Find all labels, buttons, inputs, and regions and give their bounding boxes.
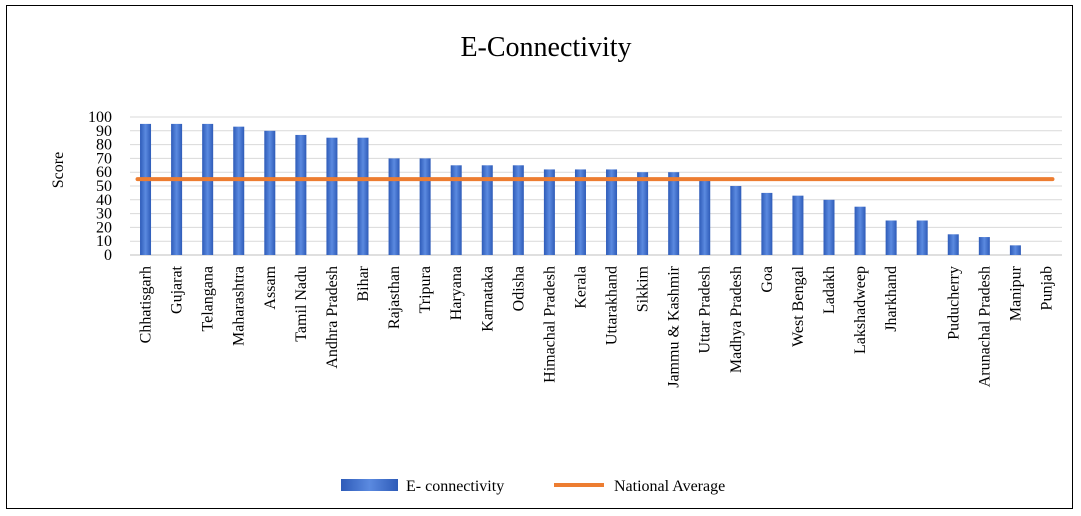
chart-frame: [6, 5, 1073, 509]
bar: [450, 165, 462, 255]
bar: [947, 234, 959, 255]
bar: [854, 206, 866, 255]
bar: [668, 172, 680, 255]
bar: [823, 199, 835, 255]
bar: [202, 123, 214, 256]
x-tick-label: Karnataka: [479, 266, 496, 332]
x-tick-label: Madhya Pradesh: [728, 266, 745, 373]
bar: [357, 137, 369, 255]
bar: [512, 165, 524, 255]
x-tick-label: Sikkim: [635, 265, 652, 312]
x-tick-label: Himachal Pradesh: [541, 266, 558, 383]
x-tick-label: West Bengal: [790, 265, 807, 346]
y-tick-label: 10: [96, 233, 112, 250]
x-tick-label: Tripura: [417, 266, 434, 313]
x-tick-label: Haryana: [448, 266, 465, 320]
x-tick-label: Uttarakhand: [604, 266, 621, 345]
legend: E- connectivity National Average: [341, 478, 725, 495]
x-tick-label: Andhra Pradesh: [324, 266, 341, 369]
x-tick-label: Ladakh: [821, 266, 838, 314]
y-tick-label: 100: [88, 109, 112, 126]
bar: [916, 220, 928, 255]
bar: [388, 158, 400, 255]
x-tick-label: Manipur: [1007, 265, 1024, 321]
x-tick-label: Chhatisgarh: [138, 266, 155, 343]
y-tick-label: 80: [96, 137, 112, 154]
bar: [295, 134, 307, 255]
x-tick-label: Jammu & Kashmir: [666, 265, 683, 387]
bar: [171, 123, 183, 256]
x-tick-label: Odisha: [510, 266, 527, 311]
legend-label-e-connectivity: E- connectivity: [406, 478, 504, 495]
bar: [606, 169, 618, 255]
y-tick-label: 50: [96, 178, 112, 195]
bar: [1009, 245, 1021, 255]
x-tick-label: Maharashtra: [231, 266, 248, 346]
bar: [140, 123, 152, 256]
bar: [481, 165, 493, 255]
bar: [792, 195, 804, 255]
bar: [574, 169, 586, 255]
chart-title: E-Connectivity: [460, 32, 631, 63]
bars: [140, 123, 1021, 256]
y-tick-label: 40: [96, 192, 112, 209]
x-tick-label: Assam: [262, 265, 279, 309]
bar: [233, 126, 245, 255]
x-tick-label: Kerala: [572, 266, 589, 309]
x-tick-label: Telangana: [200, 266, 217, 332]
bar: [543, 169, 555, 255]
x-tick-label: Rajasthan: [386, 266, 403, 329]
x-tick-label: Uttar Pradesh: [697, 266, 714, 354]
bar: [761, 192, 773, 255]
x-tick-label: Punjab: [1038, 266, 1055, 310]
x-tick-label: Goa: [759, 266, 776, 293]
bar: [885, 220, 897, 255]
bar: [730, 186, 742, 255]
gridlines: [130, 116, 1062, 256]
y-tick-label: 90: [96, 123, 112, 140]
bar: [699, 179, 711, 255]
x-tick-label: Lakshadweep: [852, 266, 869, 354]
y-axis-label: Score: [50, 152, 67, 188]
y-tick-label: 70: [96, 150, 112, 167]
x-tick-label: Jharkhand: [883, 266, 900, 332]
bar: [978, 237, 990, 255]
y-tick-label: 30: [96, 206, 112, 223]
y-tick-label: 0: [104, 247, 112, 264]
y-tick-label: 60: [96, 164, 112, 181]
x-tick-label: Gujarat: [169, 265, 186, 314]
legend-label-national-average: National Average: [614, 478, 725, 495]
y-tick-label: 20: [96, 219, 112, 236]
x-tick-label: Bihar: [355, 265, 372, 301]
legend-swatch-e-connectivity: [341, 479, 398, 491]
bar: [264, 130, 276, 255]
x-tick-label: Arunachal Pradesh: [976, 266, 993, 387]
bar: [419, 158, 431, 255]
bar: [637, 172, 649, 255]
x-tick-label: Puducherry: [945, 266, 962, 340]
bar: [326, 137, 338, 255]
x-tick-label: Tamil Nadu: [293, 266, 310, 342]
x-tick-labels: Chhatisgarh Gujarat Telangana Maharashtra As…: [138, 265, 1056, 387]
